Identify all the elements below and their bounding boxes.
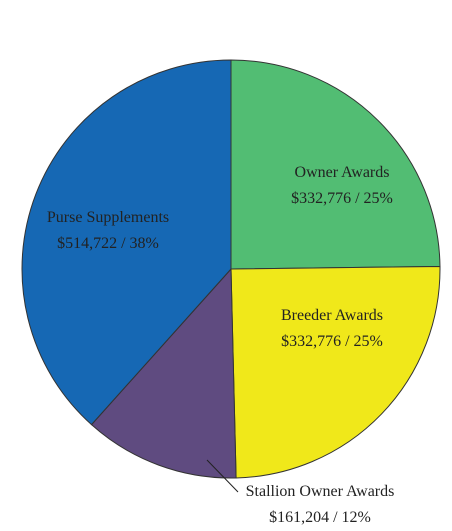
slice-label: Purse Supplements (47, 209, 169, 226)
pie-slice (21, 59, 232, 426)
slice-value-label: $161,204 / 12% (269, 509, 371, 526)
pie-slice (230, 265, 441, 479)
slice-label: Owner Awards (295, 164, 390, 181)
slice-value-label: $514,722 / 38% (57, 235, 159, 252)
leader-line (206, 459, 239, 493)
slice-value-label: $332,776 / 25% (281, 333, 383, 350)
slice-label: Breeder Awards (281, 307, 383, 324)
pie-slice (230, 59, 441, 270)
slice-value-label: $332,776 / 25% (291, 190, 393, 207)
slice-label: Stallion Owner Awards (246, 483, 395, 500)
